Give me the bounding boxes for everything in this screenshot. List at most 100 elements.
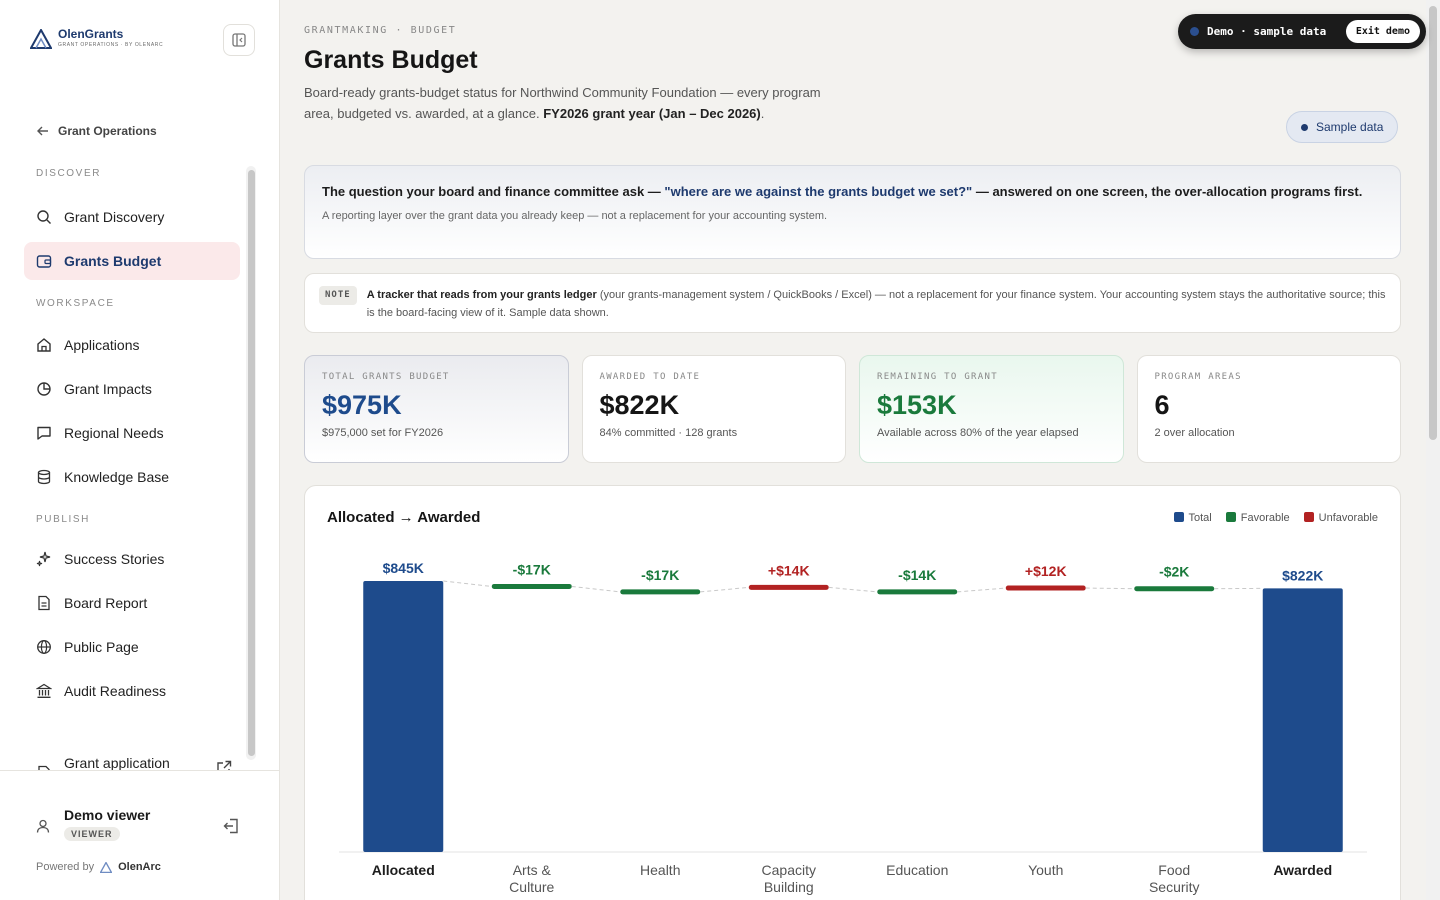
nav-section-discover: DISCOVER (36, 168, 102, 179)
waterfall-bar-2 (620, 589, 701, 595)
demo-banner-label: Demo · sample data (1207, 25, 1327, 38)
sidebar-item-label: Grant Discovery (64, 209, 165, 225)
waterfall-bar-1 (491, 583, 572, 589)
description-text: Board-ready grants-budget status for Nor… (304, 85, 821, 121)
brand-logo[interactable]: OlenGrants GRANT OPERATIONS · BY OLENARC (30, 28, 163, 49)
sidebar-item-label: Board Report (64, 595, 148, 611)
sidebar-item-label: Grant Impacts (64, 381, 152, 397)
demo-banner: Demo · sample data Exit demo (1178, 14, 1426, 49)
user-icon (36, 819, 50, 833)
legend-swatch-icon (1225, 512, 1236, 522)
data-label-7: $822K (1282, 567, 1323, 583)
sidebar-item-grant-application-form[interactable]: Grant application form (24, 750, 240, 770)
kpi-label: PROGRAM AREAS (1154, 372, 1242, 382)
kpi-value: $822K (599, 390, 680, 420)
kpi-sub: 84% committed · 128 grants (599, 427, 738, 439)
pie-chart-icon (37, 382, 51, 396)
page-description: Board-ready grants-budget status for Nor… (304, 82, 834, 124)
user-profile[interactable]: Demo viewer VIEWER (36, 807, 150, 842)
data-label-5: +$12K (1025, 563, 1067, 579)
sample-chip-label: Sample data (1316, 120, 1384, 134)
kpi-label: TOTAL GRANTS BUDGET (322, 372, 450, 382)
sidebar-item-grants-budget[interactable]: Grants Budget (24, 242, 240, 280)
category-label-1: Arts & (513, 862, 552, 878)
waterfall-bar-4 (877, 589, 958, 595)
category-label-5: Youth (1028, 862, 1063, 878)
powered-by-brand: OlenArc (118, 861, 161, 873)
main-content: GRANTMAKING · BUDGET Grants Budget Board… (280, 0, 1426, 900)
brand-tagline: GRANT OPERATIONS · BY OLENARC (58, 42, 164, 48)
waterfall-chart: $845K Allocated -$17K Arts &Culture -$17K Hea… (339, 560, 1367, 895)
sidebar-item-label: Applications (64, 337, 140, 353)
data-label-3: +$14K (768, 562, 810, 578)
sidebar-item-success-stories[interactable]: Success Stories (24, 540, 240, 578)
sidebar-item-applications[interactable]: Applications (24, 326, 240, 364)
sidebar-item-board-report[interactable]: Board Report (24, 584, 240, 622)
description-end: . (760, 106, 765, 121)
sidebar-item-grant-discovery[interactable]: Grant Discovery (24, 198, 240, 236)
landmark-icon (36, 683, 52, 699)
sidebar-item-label: Success Stories (64, 551, 165, 567)
logout-icon (223, 818, 238, 834)
category-label-4: Education (886, 862, 948, 878)
category-label-7: Awarded (1273, 862, 1332, 878)
database-icon (37, 469, 51, 485)
user-name: Demo viewer (64, 807, 151, 823)
olenarc-logo-icon (100, 861, 113, 873)
chart-title: Allocated → Awarded (327, 509, 481, 526)
sparkles-icon (36, 551, 51, 567)
data-label-2: -$17K (641, 567, 679, 583)
callout-headline: The question your board and finance comm… (322, 182, 1383, 202)
sample-data-chip: Sample data (1286, 111, 1399, 143)
sidebar-item-knowledge-base[interactable]: Knowledge Base (24, 458, 240, 496)
role-badge: VIEWER (64, 827, 120, 841)
exit-demo-button[interactable]: Exit demo (1345, 20, 1420, 43)
wallet-icon (36, 255, 52, 268)
connector-line-2 (571, 585, 621, 593)
waterfall-bar-3 (748, 584, 829, 590)
data-label-0: $845K (383, 560, 424, 576)
sidebar-item-label: Audit Readiness (64, 683, 166, 699)
sidebar-item-public-page[interactable]: Public Page (24, 628, 240, 666)
sidebar-footer: Demo viewer VIEWER Powered by OlenArc (0, 770, 280, 900)
kpi-program-areas: PROGRAM AREAS 6 2 over allocation (1136, 355, 1401, 463)
legend-swatch-icon (1173, 512, 1184, 522)
connector-line-4 (828, 586, 878, 593)
kpi-sub: $975,000 set for FY2026 (322, 427, 444, 439)
note-tag: NOTE (319, 286, 357, 305)
chart-legend: Total Favorable Unfavorable (1173, 512, 1378, 524)
callout-subtext: A reporting layer over the grant data yo… (322, 210, 828, 222)
back-to-grant-operations-link[interactable]: Grant Operations (36, 124, 157, 138)
connector-line-5 (957, 587, 1006, 593)
back-link-label: Grant Operations (58, 124, 157, 138)
ledger-note: NOTE A tracker that reads from your gran… (304, 273, 1401, 333)
powered-by: Powered by OlenArc (36, 861, 161, 873)
sidebar-item-audit-readiness[interactable]: Audit Readiness (24, 672, 240, 710)
powered-by-label: Powered by (36, 861, 95, 873)
waterfall-chart-card: $845K Allocated -$17K Arts & Culture -$17K Hea… (304, 485, 1401, 900)
kpi-label: REMAINING TO GRANT (877, 372, 998, 382)
logout-button[interactable] (222, 817, 240, 840)
note-bold: A tracker that reads from your grants le… (366, 289, 597, 301)
page-title: Grants Budget (304, 46, 478, 74)
page-scrollbar-thumb[interactable] (1429, 6, 1437, 440)
sidebar-scrollbar-thumb[interactable] (248, 170, 255, 756)
external-link-icon (217, 760, 232, 770)
kpi-awarded-to-date: AWARDED TO DATE $822K 84% committed · 12… (581, 355, 846, 463)
message-icon (37, 426, 51, 440)
status-dot-icon (1301, 123, 1308, 131)
description-grant-year: FY2026 grant year (Jan – Dec 2026) (543, 106, 761, 121)
category-label-2: Health (640, 862, 680, 878)
sidebar-item-label: Knowledge Base (64, 469, 170, 485)
arrow-left-icon (37, 126, 48, 136)
search-icon (37, 210, 51, 224)
document-icon (38, 595, 50, 611)
legend-item-favorable: Favorable (1225, 512, 1290, 524)
legend-swatch-icon (1303, 512, 1314, 522)
collapse-sidebar-button[interactable] (223, 24, 255, 56)
sidebar-item-regional-needs[interactable]: Regional Needs (24, 414, 240, 452)
sidebar-item-label: Public Page (64, 639, 139, 655)
data-label-6: -$2K (1159, 564, 1189, 580)
sidebar-item-grant-impacts[interactable]: Grant Impacts (24, 370, 240, 408)
note-text: A tracker that reads from your grants le… (367, 286, 1386, 320)
